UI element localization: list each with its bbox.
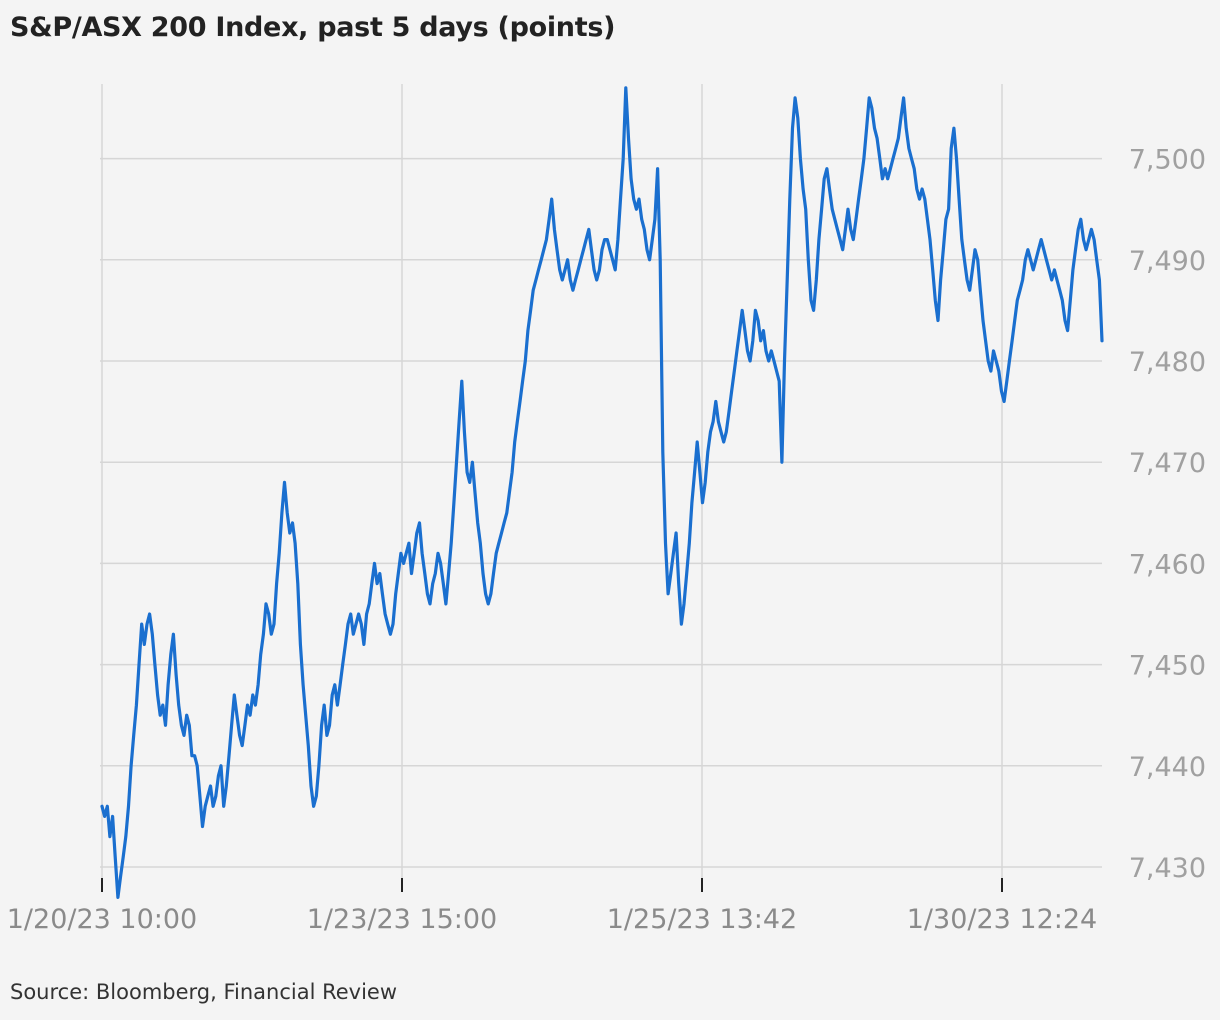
y-tick-label: 7,470 — [1129, 448, 1206, 479]
y-tick-label: 7,500 — [1129, 145, 1206, 176]
y-tick-label: 7,430 — [1129, 853, 1206, 884]
x-tick-label: 1/23/23 15:00 — [307, 904, 497, 935]
series-line — [100, 86, 1104, 900]
line-chart: 7,430 7,440 7,450 7,460 7,470 7,480 7,490 7,500… — [7, 84, 1206, 935]
x-axis-labels: 1/20/23 10:00 1/23/23 15:00 1/25/23 13:42 1… — [7, 904, 1097, 935]
y-axis-labels: 7,430 7,440 7,450 7,460 7,470 7,480 7,490 7,500 — [1129, 145, 1206, 884]
x-tick-label: 1/20/23 10:00 — [7, 904, 197, 935]
chart-title: S&P/ASX 200 Index, past 5 days (points) — [10, 12, 616, 43]
y-tick-label: 7,460 — [1129, 549, 1206, 580]
x-axis-ticks — [101, 878, 1003, 892]
y-tick-label: 7,440 — [1129, 752, 1206, 783]
y-tick-label: 7,490 — [1129, 246, 1206, 277]
gridlines — [100, 84, 1102, 888]
y-tick-label: 7,480 — [1129, 347, 1206, 378]
y-tick-label: 7,450 — [1129, 651, 1206, 682]
x-tick-label: 1/30/23 12:24 — [907, 904, 1097, 935]
x-tick-label: 1/25/23 13:42 — [607, 904, 797, 935]
source-note: Source: Bloomberg, Financial Review — [10, 980, 398, 1004]
